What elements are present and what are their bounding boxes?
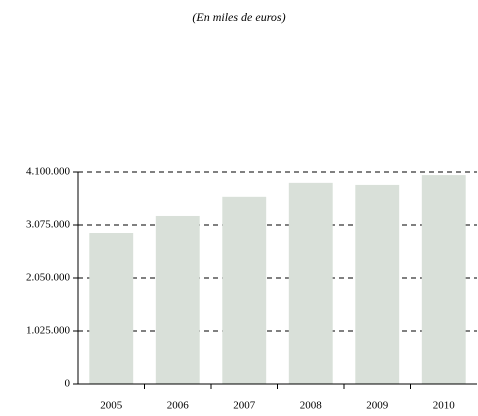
y-tick-label: 0 — [65, 378, 71, 390]
bar — [155, 215, 200, 384]
x-tick-label: 2010 — [433, 400, 456, 412]
bar — [288, 182, 333, 384]
y-tick-label: 3.075.000 — [26, 219, 71, 231]
y-tick-label: 2.050.000 — [26, 272, 71, 284]
y-tick-label: 4.100.000 — [26, 166, 71, 178]
bar — [421, 175, 466, 384]
x-tick-label: 2007 — [233, 400, 256, 412]
y-tick-label: 1.025.000 — [26, 325, 71, 337]
bar — [222, 196, 267, 384]
x-tick-label: 2009 — [366, 400, 389, 412]
chart-subtitle: (En miles de euros) — [192, 10, 285, 24]
bar — [89, 233, 134, 384]
bar — [355, 184, 400, 384]
x-tick-label: 2006 — [167, 400, 190, 412]
x-tick-label: 2008 — [300, 400, 323, 412]
x-tick-label: 2005 — [100, 400, 123, 412]
